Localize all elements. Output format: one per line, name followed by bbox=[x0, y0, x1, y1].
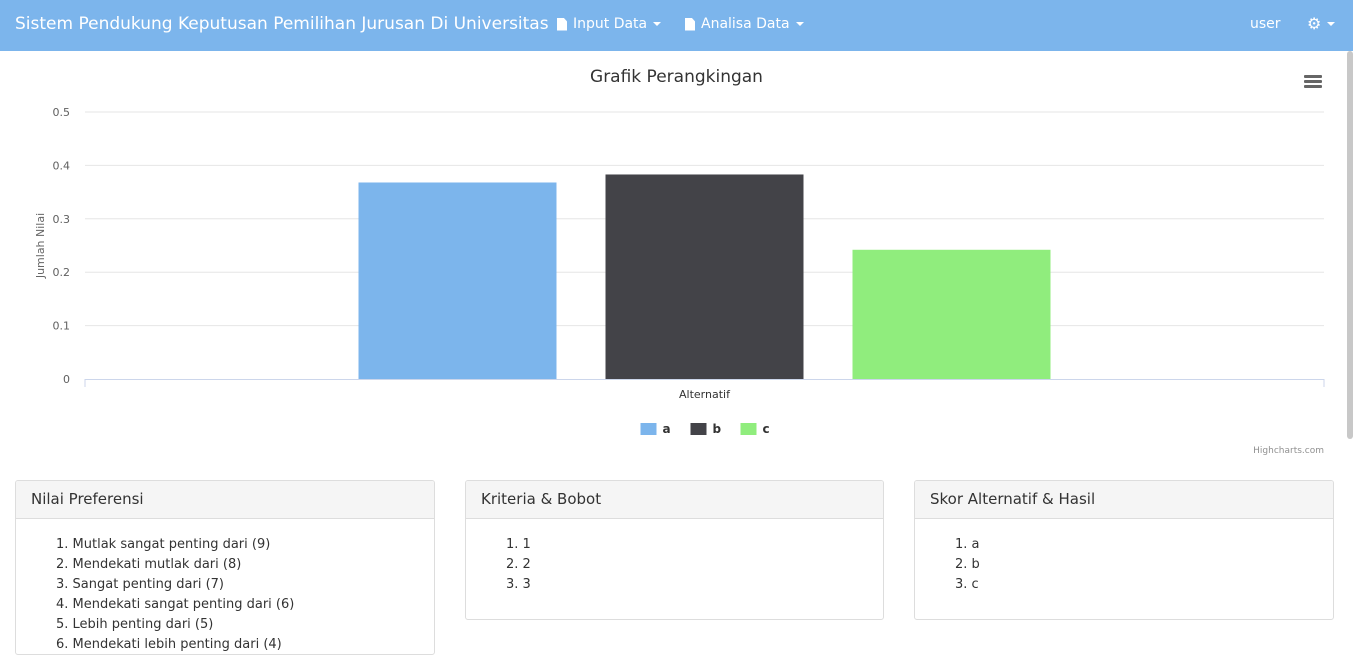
ranking-chart: Grafik Perangkingan 0 0.1 0.2 0.3 0.4 0.5 Alte… bbox=[0, 51, 1353, 471]
panel-title: Skor Alternatif & Hasil bbox=[915, 481, 1333, 519]
kriteria-item: 1. 1 bbox=[506, 537, 531, 552]
legend-swatch-a bbox=[640, 423, 657, 435]
menu-input-data-label: Input Data bbox=[573, 16, 648, 32]
menu-analisa-data-label: Analisa Data bbox=[701, 16, 790, 32]
chart-credits[interactable]: Highcharts.com bbox=[1253, 446, 1324, 456]
menu-input-data[interactable]: Input Data bbox=[557, 16, 662, 32]
file-icon bbox=[685, 17, 695, 31]
preferensi-item: 1. Mutlak sangat penting dari (9) bbox=[56, 537, 271, 552]
kriteria-item: 2. 2 bbox=[506, 557, 531, 572]
y-tick-label: 0.5 bbox=[53, 106, 71, 119]
preferensi-item: 2. Mendekati mutlak dari (8) bbox=[56, 557, 242, 572]
preferensi-item: 3. Sangat penting dari (7) bbox=[56, 577, 224, 592]
preferensi-item: 6. Mendekati lebih penting dari (4) bbox=[56, 637, 282, 652]
caret-down-icon bbox=[653, 22, 662, 26]
preferensi-item: 5. Lebih penting dari (5) bbox=[56, 617, 214, 632]
bar-c bbox=[852, 249, 1051, 379]
y-tick-label: 0.4 bbox=[53, 159, 71, 172]
bar-b bbox=[605, 174, 804, 379]
y-tick-label: 0 bbox=[63, 373, 70, 386]
legend-label-b: b bbox=[713, 422, 722, 436]
chart-title: Grafik Perangkingan bbox=[590, 67, 763, 87]
y-tick-label: 0.1 bbox=[53, 320, 71, 333]
gear-icon: ⚙ bbox=[1307, 14, 1322, 33]
panel-title: Kriteria & Bobot bbox=[466, 481, 883, 519]
legend-label-a: a bbox=[663, 422, 671, 436]
x-tick-label: Alternatif bbox=[679, 388, 731, 401]
y-axis-label: Jumlah Nilai bbox=[34, 213, 47, 279]
y-tick-label: 0.3 bbox=[53, 213, 71, 226]
panel-kriteria-bobot: Kriteria & Bobot 1. 1 2. 2 3. 3 bbox=[465, 480, 884, 620]
page-scrollbar[interactable] bbox=[1347, 51, 1353, 439]
navbar: Sistem Pendukung Keputusan Pemilihan Jur… bbox=[0, 0, 1353, 51]
menu-analisa-data[interactable]: Analisa Data bbox=[685, 16, 804, 32]
panel-skor-alternatif: Skor Alternatif & Hasil 1. a 2. b 3. c bbox=[914, 480, 1334, 620]
caret-down-icon bbox=[1327, 22, 1336, 26]
skor-item: 2. b bbox=[955, 557, 980, 572]
caret-down-icon bbox=[795, 22, 804, 26]
kriteria-item: 3. 3 bbox=[506, 577, 531, 592]
legend-label-c: c bbox=[763, 422, 770, 436]
settings-menu[interactable]: ⚙ bbox=[1307, 14, 1336, 33]
bar-a bbox=[358, 182, 557, 379]
panel-nilai-preferensi: Nilai Preferensi 1. Mutlak sangat pentin… bbox=[15, 480, 435, 655]
legend-swatch-b bbox=[690, 423, 707, 435]
user-menu[interactable]: user bbox=[1250, 16, 1281, 32]
user-label: user bbox=[1250, 16, 1281, 32]
y-tick-label: 0.2 bbox=[53, 266, 71, 279]
skor-item: 1. a bbox=[955, 537, 980, 552]
panel-title: Nilai Preferensi bbox=[16, 481, 434, 519]
chart-menu-icon[interactable] bbox=[1304, 75, 1322, 89]
preferensi-item: 4. Mendekati sangat penting dari (6) bbox=[56, 597, 295, 612]
skor-item: 3. c bbox=[955, 577, 979, 592]
file-icon bbox=[557, 17, 567, 31]
chart-plot: 0 0.1 0.2 0.3 0.4 0.5 Alternatif Jumlah Nilai a… bbox=[34, 106, 1325, 436]
legend-swatch-c bbox=[740, 423, 757, 435]
navbar-brand[interactable]: Sistem Pendukung Keputusan Pemilihan Jur… bbox=[15, 14, 549, 34]
